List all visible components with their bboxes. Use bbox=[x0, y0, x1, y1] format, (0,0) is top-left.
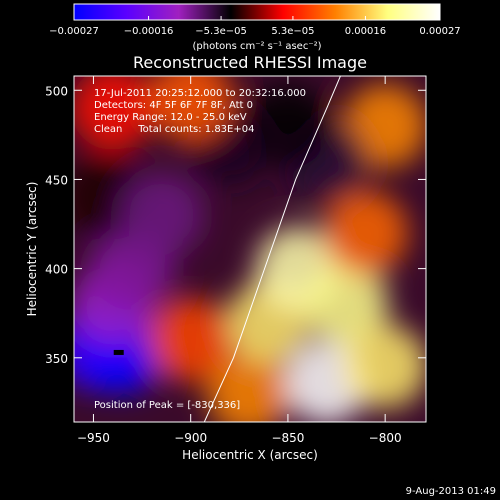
heatmap-cell bbox=[74, 76, 155, 151]
heatmap-cell bbox=[119, 173, 204, 258]
heatmap-cell bbox=[148, 76, 233, 142]
y-axis-label: Heliocentric Y (arcsec) bbox=[25, 182, 39, 317]
colorbar-units: (photons cm⁻² s⁻¹ asec⁻²) bbox=[192, 41, 321, 52]
x-axis-ticks: −950 −900 −850 −800 bbox=[77, 76, 402, 445]
heatmap-field bbox=[74, 76, 426, 422]
y-axis-ticks: 350 400 450 500 bbox=[45, 84, 426, 366]
y-tick-label: 500 bbox=[45, 84, 68, 98]
plot-frame bbox=[73, 75, 427, 423]
annotation-clean-counts: Clean Total counts: 1.83E+04 bbox=[94, 124, 254, 135]
colorbar-tick-label: −5.3e−05 bbox=[195, 26, 247, 37]
colorbar-tick-label: 0.00016 bbox=[345, 26, 386, 37]
colorbar-tick-label: −0.00027 bbox=[49, 26, 99, 37]
y-tick-label: 350 bbox=[45, 352, 68, 366]
annotation-energy-range: Energy Range: 12.0 - 25.0 keV bbox=[94, 112, 247, 123]
x-tick-label: −900 bbox=[174, 431, 207, 445]
plot-area bbox=[74, 76, 426, 422]
chart-title: Reconstructed RHESSI Image bbox=[133, 53, 367, 72]
y-tick-label: 400 bbox=[45, 263, 68, 277]
x-tick-label: −800 bbox=[369, 431, 402, 445]
footer-date: 9-Aug-2013 01:49 bbox=[406, 486, 496, 497]
annotation-detectors: Detectors: 4F 5F 6F 7F 8F, Att 0 bbox=[94, 100, 253, 111]
heatmap-cell bbox=[323, 190, 408, 275]
x-axis-label: Heliocentric X (arcsec) bbox=[182, 448, 318, 462]
x-tick-label: −850 bbox=[271, 431, 304, 445]
annotation-time-range: 17-Jul-2011 20:25:12.000 to 20:32:16.000 bbox=[94, 88, 306, 99]
minimum-marker bbox=[113, 349, 124, 355]
x-tick-label: −950 bbox=[77, 431, 110, 445]
heatmap-cell bbox=[343, 324, 426, 409]
heatmap-cell bbox=[148, 297, 233, 382]
limb-curve bbox=[203, 76, 341, 422]
colorbar-tick-label: 0.00027 bbox=[419, 26, 460, 37]
heatmap-cell bbox=[207, 351, 292, 422]
colorbar-tick-label: −0.00016 bbox=[124, 26, 174, 37]
colorbar-ticks: −0.00027 −0.00016 −5.3e−05 5.3e−05 0.00016 0.… bbox=[49, 16, 461, 37]
colorbar bbox=[73, 3, 441, 21]
y-tick-label: 450 bbox=[45, 173, 68, 187]
colorbar-tick-label: 5.3e−05 bbox=[271, 26, 314, 37]
peak-position-label: Position of Peak = [-830,336] bbox=[94, 400, 240, 411]
heatmap-cell bbox=[304, 262, 389, 347]
